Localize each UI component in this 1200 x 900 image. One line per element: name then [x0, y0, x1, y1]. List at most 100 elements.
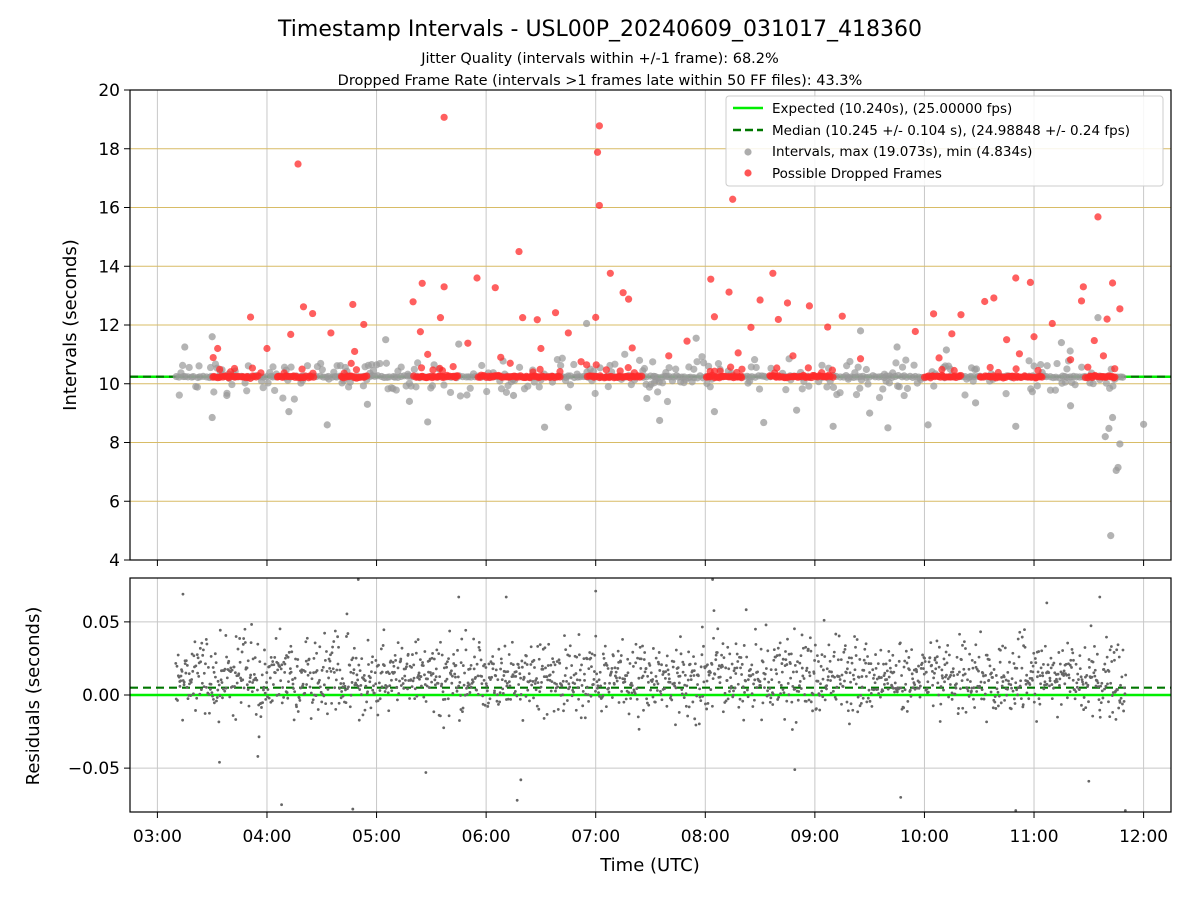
residual-point — [590, 665, 593, 668]
interval-point — [752, 363, 760, 372]
interval-point — [208, 413, 216, 422]
interval-point — [456, 392, 464, 400]
residual-point — [928, 656, 932, 660]
residual-point — [891, 686, 895, 690]
residual-point — [843, 648, 847, 651]
residual-point — [550, 680, 554, 684]
residual-point — [936, 681, 940, 685]
residual-point — [556, 685, 560, 689]
residual-point — [400, 646, 404, 650]
residual-point — [527, 672, 531, 676]
residual-point — [1061, 649, 1065, 652]
dropped-frame-point — [533, 316, 541, 324]
residual-point — [753, 698, 756, 702]
interval-point — [854, 363, 862, 371]
residual-point — [1023, 645, 1027, 649]
residual-point — [686, 678, 690, 682]
residual-point — [894, 664, 898, 667]
interval-point — [228, 380, 236, 389]
residual-point — [730, 684, 733, 688]
residual-point — [449, 672, 453, 676]
dropped-frame-point — [911, 327, 919, 336]
residual-point — [689, 678, 693, 682]
residual-point — [838, 678, 842, 681]
residual-point — [1018, 684, 1022, 688]
residual-point — [1016, 686, 1020, 690]
residual-point — [1045, 601, 1049, 605]
interval-point — [698, 353, 706, 361]
residual-point — [607, 686, 611, 690]
residual-point — [457, 684, 461, 688]
residual-point — [414, 651, 418, 655]
residual-point — [698, 695, 702, 699]
residual-point — [459, 694, 462, 697]
interval-point — [317, 359, 325, 368]
residual-point — [233, 671, 237, 675]
residual-point — [517, 683, 521, 686]
legend-expected-label: Expected (10.240s), (25.00000 fps) — [772, 101, 1012, 117]
residual-point — [341, 685, 345, 689]
residual-point — [847, 656, 851, 660]
residual-point — [776, 646, 780, 650]
residual-point — [828, 659, 832, 663]
residual-point — [252, 673, 256, 676]
residual-point — [631, 665, 635, 668]
residual-point — [272, 683, 275, 686]
interval-point — [181, 343, 189, 351]
dropped-frame-point — [257, 369, 265, 377]
residual-point — [463, 671, 466, 675]
residual-point — [738, 697, 742, 701]
residual-point — [1124, 673, 1128, 677]
residual-point — [345, 635, 348, 638]
residual-point — [196, 671, 200, 675]
residual-point — [735, 652, 739, 656]
residual-point — [1042, 662, 1045, 666]
residual-point — [882, 662, 885, 666]
residual-point — [1038, 674, 1042, 678]
residual-point — [283, 662, 287, 666]
residual-point — [402, 686, 406, 690]
residual-point — [396, 641, 400, 645]
residual-point — [439, 640, 442, 644]
residual-point — [563, 674, 567, 677]
dropped-frame-point — [416, 328, 424, 336]
residual-point — [911, 686, 915, 690]
residual-point — [641, 644, 644, 648]
residual-point — [1091, 660, 1095, 664]
legend-median-label: Median (10.245 +/- 0.104 s), (24.98848 +… — [772, 123, 1130, 139]
residual-point — [939, 685, 943, 688]
residual-point — [671, 665, 675, 669]
interval-point — [1089, 380, 1097, 388]
residual-point — [499, 657, 503, 661]
residual-point — [445, 677, 449, 681]
residual-point — [183, 662, 187, 666]
residual-point — [931, 670, 934, 673]
residual-point — [221, 687, 225, 691]
residual-point — [818, 708, 822, 712]
residual-point — [618, 676, 622, 680]
residual-point — [1081, 683, 1085, 686]
residual-point — [445, 665, 449, 669]
dropped-frame-point — [665, 352, 673, 360]
residual-point — [1089, 624, 1093, 628]
residual-point — [327, 676, 331, 680]
interval-point — [369, 366, 377, 375]
residual-point — [396, 666, 400, 670]
interval-point — [856, 384, 864, 392]
residual-point — [714, 658, 718, 662]
residual-point — [819, 682, 822, 686]
interval-point — [535, 383, 543, 391]
interval-point — [582, 319, 591, 328]
residual-point — [315, 669, 319, 672]
residual-point — [761, 660, 765, 664]
dropped-frame-point — [417, 364, 426, 372]
residual-point — [860, 675, 864, 678]
residual-point — [483, 703, 487, 707]
residual-point — [1075, 685, 1079, 689]
residual-point — [351, 807, 355, 811]
residual-point — [798, 661, 802, 665]
residual-point — [751, 705, 755, 708]
interval-point — [570, 360, 578, 369]
residual-point — [1031, 664, 1035, 668]
residual-point — [1062, 669, 1066, 673]
